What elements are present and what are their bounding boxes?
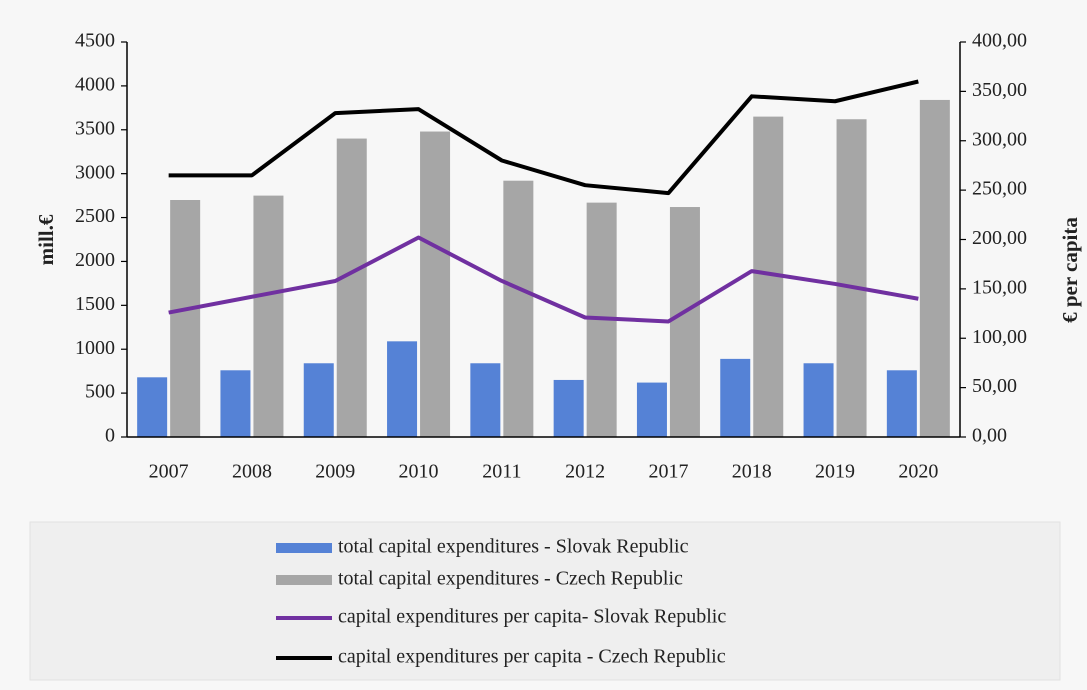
x-tick-label: 2018	[732, 461, 772, 483]
bar	[137, 377, 168, 437]
y2-tick-label: 350,00	[972, 79, 1027, 101]
bar	[336, 138, 367, 438]
bar	[387, 341, 418, 437]
bar	[803, 363, 834, 437]
bar	[553, 379, 584, 437]
y-axis-title: mill.€	[34, 214, 58, 265]
y-tick-label: 1500	[75, 293, 115, 315]
y-tick-label: 3500	[75, 117, 115, 139]
legend-label: total capital expenditures - Slovak Repu…	[338, 536, 689, 558]
y2-tick-label: 300,00	[972, 128, 1027, 150]
x-tick-label: 2009	[315, 461, 355, 483]
line	[168, 235, 919, 324]
legend-label: total capital expenditures - Czech Repub…	[338, 568, 683, 590]
y2-tick-label: 150,00	[972, 276, 1027, 298]
bar	[636, 382, 667, 437]
y-tick-label: 1000	[75, 337, 115, 359]
bar	[170, 200, 201, 437]
y-tick-label: 2500	[75, 205, 115, 227]
y-tick-label: 4000	[75, 73, 115, 95]
bar	[836, 119, 867, 437]
bar	[503, 180, 534, 437]
legend-swatch	[276, 575, 332, 585]
x-tick-label: 2012	[565, 461, 605, 483]
legend-label: capital expenditures per capita - Czech …	[338, 646, 726, 668]
y2-tick-label: 400,00	[972, 30, 1027, 52]
y2-tick-label: 0,00	[972, 425, 1007, 447]
bar	[253, 195, 284, 437]
x-tick-label: 2011	[482, 461, 521, 483]
y-tick-label: 3000	[75, 161, 115, 183]
legend-swatch	[276, 543, 332, 553]
bar	[220, 370, 251, 437]
y-tick-label: 0	[105, 425, 115, 447]
y2-tick-label: 250,00	[972, 178, 1027, 200]
y-tick-label: 4500	[75, 30, 115, 52]
bar	[886, 370, 917, 437]
legend-box	[29, 521, 1061, 681]
y2-axis-title: € per capita	[1058, 217, 1082, 323]
bar	[420, 131, 451, 438]
y-tick-label: 500	[85, 381, 115, 403]
x-tick-label: 2019	[815, 461, 855, 483]
x-tick-label: 2008	[232, 461, 272, 483]
x-tick-label: 2017	[648, 461, 688, 483]
bar	[303, 363, 334, 437]
y2-tick-label: 100,00	[972, 326, 1027, 348]
bar	[919, 99, 950, 437]
y2-tick-label: 50,00	[972, 375, 1017, 397]
x-tick-label: 2020	[898, 461, 938, 483]
legend-label: capital expenditures per capita- Slovak …	[338, 606, 726, 628]
bar	[669, 207, 700, 437]
y2-tick-label: 200,00	[972, 227, 1027, 249]
line	[168, 79, 919, 196]
x-tick-label: 2010	[399, 461, 439, 483]
bar	[470, 363, 501, 437]
y-tick-label: 2000	[75, 249, 115, 271]
bar	[720, 358, 751, 437]
x-tick-label: 2007	[149, 461, 189, 483]
